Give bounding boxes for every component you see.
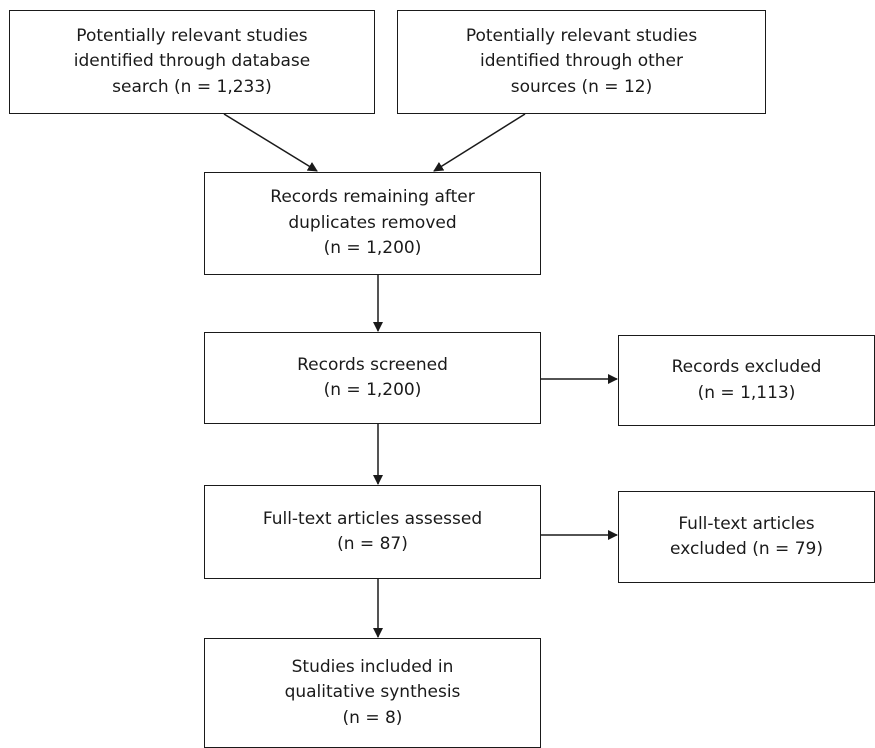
records-screened-box: Records screened (n = 1,200) — [204, 332, 541, 424]
records-excluded-box: Records excluded (n = 1,113) — [618, 335, 875, 426]
records-excluded-text: Records excluded (n = 1,113) — [671, 357, 822, 403]
records-screened-text: Records screened (n = 1,200) — [297, 354, 448, 401]
arrow-other-to-dup — [433, 113, 526, 172]
arrow-db-to-dup — [223, 113, 318, 172]
fulltext-assessed-text: Full-text articles assessed (n = 87) — [262, 508, 483, 555]
duplicates-removed-box: Records remaining after duplicates remov… — [204, 172, 541, 275]
duplicates-removed-text: Records remaining after duplicates remov… — [270, 187, 475, 259]
fulltext-excluded-text: Full-text articles excluded (n = 79) — [670, 513, 823, 560]
other-sources-box: Potentially relevant studies identified … — [397, 10, 766, 114]
studies-included-box: Studies included in qualitative synthesi… — [204, 638, 541, 748]
database-search-box: Potentially relevant studies identified … — [9, 10, 375, 114]
fulltext-excluded-box: Full-text articles excluded (n = 79) — [618, 491, 875, 583]
fulltext-assessed-box: Full-text articles assessed (n = 87) — [204, 485, 541, 579]
other-sources-text: Potentially relevant studies identified … — [465, 25, 698, 97]
database-search-text: Potentially relevant studies identified … — [73, 25, 311, 97]
studies-included-text: Studies included in qualitative synthesi… — [284, 656, 461, 728]
